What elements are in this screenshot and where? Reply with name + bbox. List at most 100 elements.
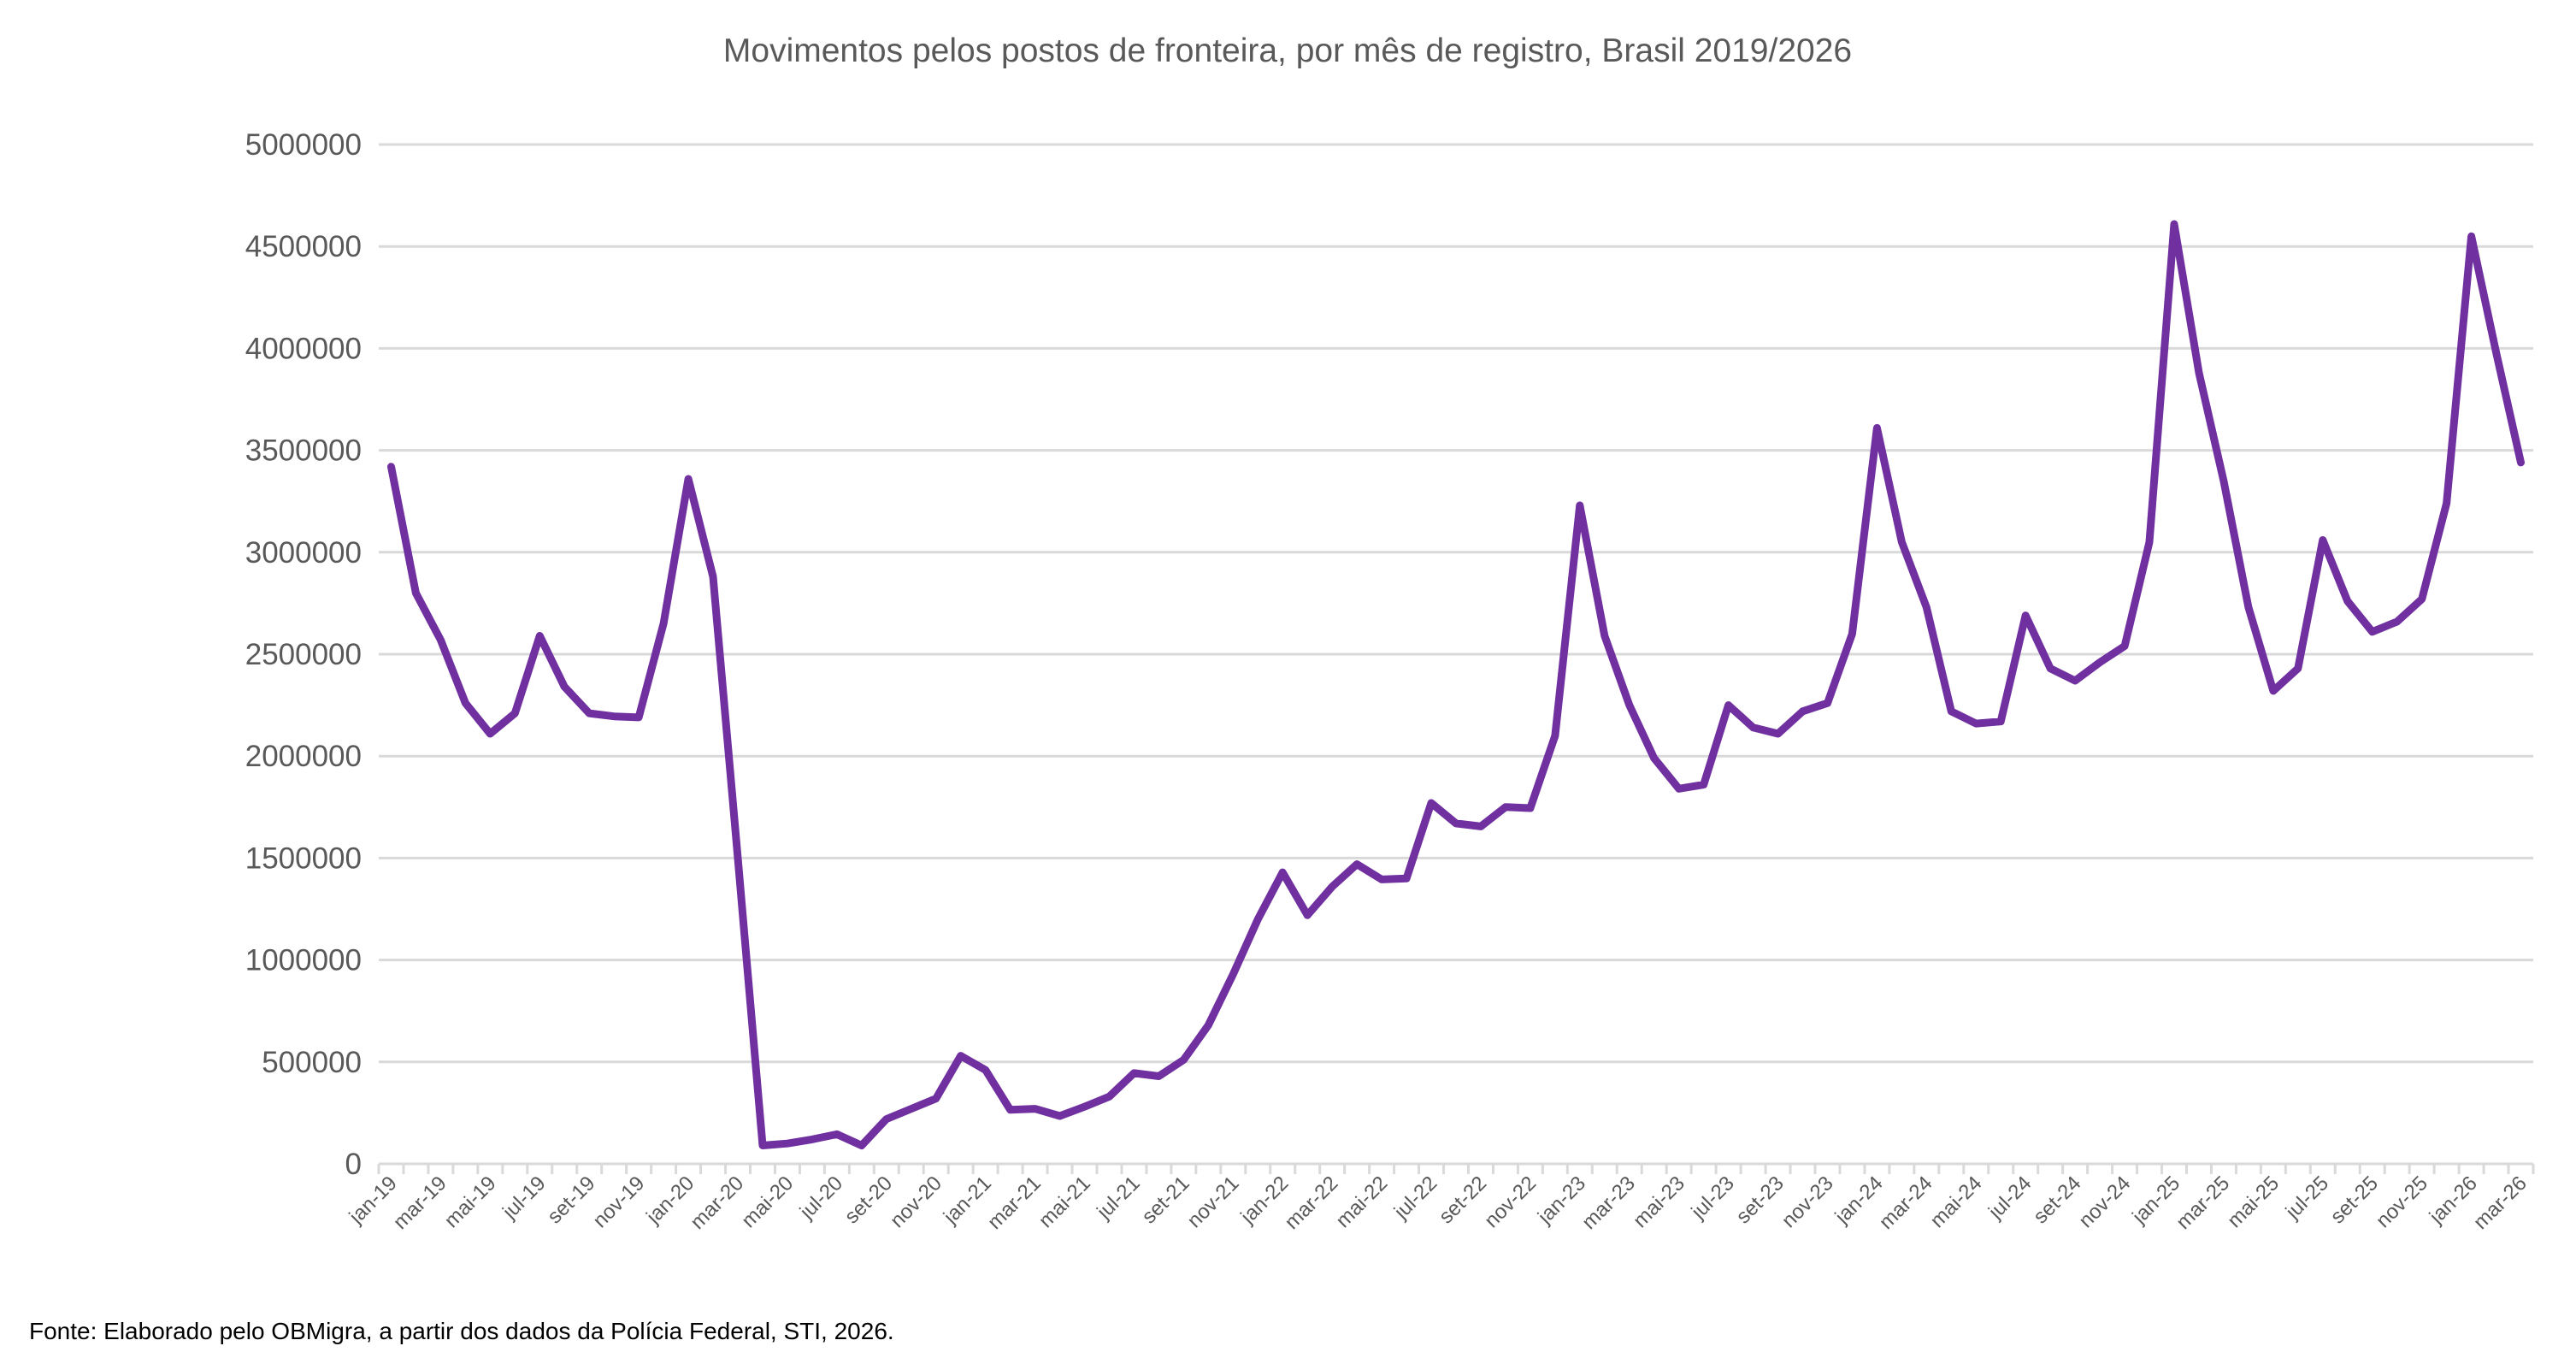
x-tick-label: mai-24 (1926, 1172, 1987, 1232)
data-point (935, 1098, 937, 1100)
data-point (1282, 871, 1283, 873)
data-line (387, 220, 2525, 1149)
x-tick-label: nov-25 (2372, 1172, 2432, 1232)
data-point (1851, 633, 1853, 635)
data-point (1306, 914, 1308, 916)
data-point (2124, 645, 2125, 646)
data-point (1232, 973, 1234, 975)
y-tick-label: 500000 (262, 1046, 362, 1079)
data-point (1901, 541, 1902, 543)
x-tick-label: mar-20 (686, 1172, 748, 1234)
data-point (2025, 615, 2026, 617)
x-tick-label: mai-22 (1331, 1172, 1392, 1232)
data-point (2322, 539, 2324, 540)
y-tick-label: 1500000 (245, 841, 362, 875)
data-point (2248, 606, 2249, 608)
x-tick-label: mar-23 (1577, 1172, 1640, 1234)
data-point (1059, 1115, 1061, 1117)
y-tick-label: 4500000 (245, 230, 362, 263)
data-point (415, 592, 416, 593)
data-point (1975, 723, 1977, 724)
data-point (2000, 721, 2001, 723)
data-point (1010, 1109, 1011, 1111)
data-point (1158, 1075, 1159, 1077)
data-point (886, 1119, 887, 1120)
data-point (638, 717, 640, 718)
data-point (1406, 877, 1407, 879)
y-tick-label: 4000000 (245, 332, 362, 365)
data-point (1108, 1095, 1110, 1097)
x-tick-label: nov-22 (1480, 1172, 1541, 1232)
data-point (2446, 503, 2448, 505)
data-point (1802, 711, 1804, 712)
data-point (2074, 680, 2076, 682)
gridlines (379, 143, 2533, 1064)
data-point (1678, 788, 1680, 789)
data-point (1826, 702, 1828, 704)
data-point (762, 1145, 763, 1147)
data-point (1604, 635, 1606, 637)
data-point (2520, 462, 2522, 463)
data-point (2173, 223, 2175, 225)
data-point (1480, 825, 1482, 827)
data-point (2396, 621, 2398, 623)
data-point (960, 1055, 962, 1057)
data-point (1133, 1072, 1135, 1074)
data-point (687, 478, 689, 480)
data-point (1703, 784, 1705, 786)
data-point (787, 1142, 788, 1144)
data-point (1084, 1106, 1086, 1107)
data-point (1182, 1059, 1184, 1060)
data-point (836, 1133, 838, 1135)
data-point (563, 686, 565, 688)
y-tick-label: 1000000 (245, 944, 362, 977)
data-point (2223, 480, 2225, 481)
data-point (2372, 631, 2373, 633)
data-point (2049, 668, 2051, 670)
y-tick-label: 5000000 (245, 128, 362, 162)
data-point (1381, 878, 1382, 880)
x-tick-label: jul-24 (1984, 1172, 2036, 1224)
data-point (1753, 727, 1754, 729)
data-point (390, 466, 392, 468)
y-tick-label: 3000000 (245, 536, 362, 570)
data-point (2198, 372, 2200, 374)
chart-title: Movimentos pelos postos de fronteira, po… (723, 32, 1852, 69)
data-point (489, 733, 491, 735)
y-axis-labels: 0 500000 1000000 1500000 2000000 2500000 30000… (245, 128, 362, 1181)
data-point (1356, 864, 1358, 865)
data-point (811, 1138, 813, 1140)
x-tick-label: nov-19 (588, 1172, 649, 1232)
data-point (712, 576, 714, 577)
data-point (514, 712, 516, 714)
x-tick-label: mai-25 (2223, 1172, 2284, 1232)
data-point (1554, 735, 1556, 736)
data-point (2099, 662, 2101, 664)
x-axis: jan-19mar-19mai-19jul-19set-19nov-19jan-… (345, 1162, 2535, 1234)
data-point (861, 1145, 863, 1147)
x-tick-label: jul-22 (1389, 1172, 1441, 1224)
data-point (2347, 600, 2349, 602)
data-point (1925, 606, 1927, 608)
data-point (1653, 758, 1655, 759)
data-point (1035, 1108, 1036, 1110)
y-tick-label: 0 (345, 1148, 362, 1181)
x-tick-label: jul-19 (498, 1172, 550, 1224)
x-tick-label: mar-22 (1281, 1172, 1343, 1234)
x-tick-label: nov-24 (2074, 1172, 2135, 1232)
x-tick-label: mar-24 (1875, 1172, 1937, 1234)
series-movimentos (387, 220, 2525, 1149)
data-point (439, 639, 441, 641)
data-point (1331, 886, 1333, 888)
data-point (1257, 918, 1259, 920)
data-point (911, 1108, 912, 1110)
data-point (1505, 806, 1506, 808)
data-point (1430, 802, 1432, 804)
x-tick-label: mai-20 (737, 1172, 798, 1232)
data-point (1530, 807, 1531, 809)
y-tick-label: 2500000 (245, 638, 362, 671)
x-tick-label: mai-21 (1035, 1172, 1095, 1232)
x-tick-label: mar-26 (2469, 1172, 2532, 1234)
x-tick-label: mar-21 (983, 1172, 1046, 1234)
